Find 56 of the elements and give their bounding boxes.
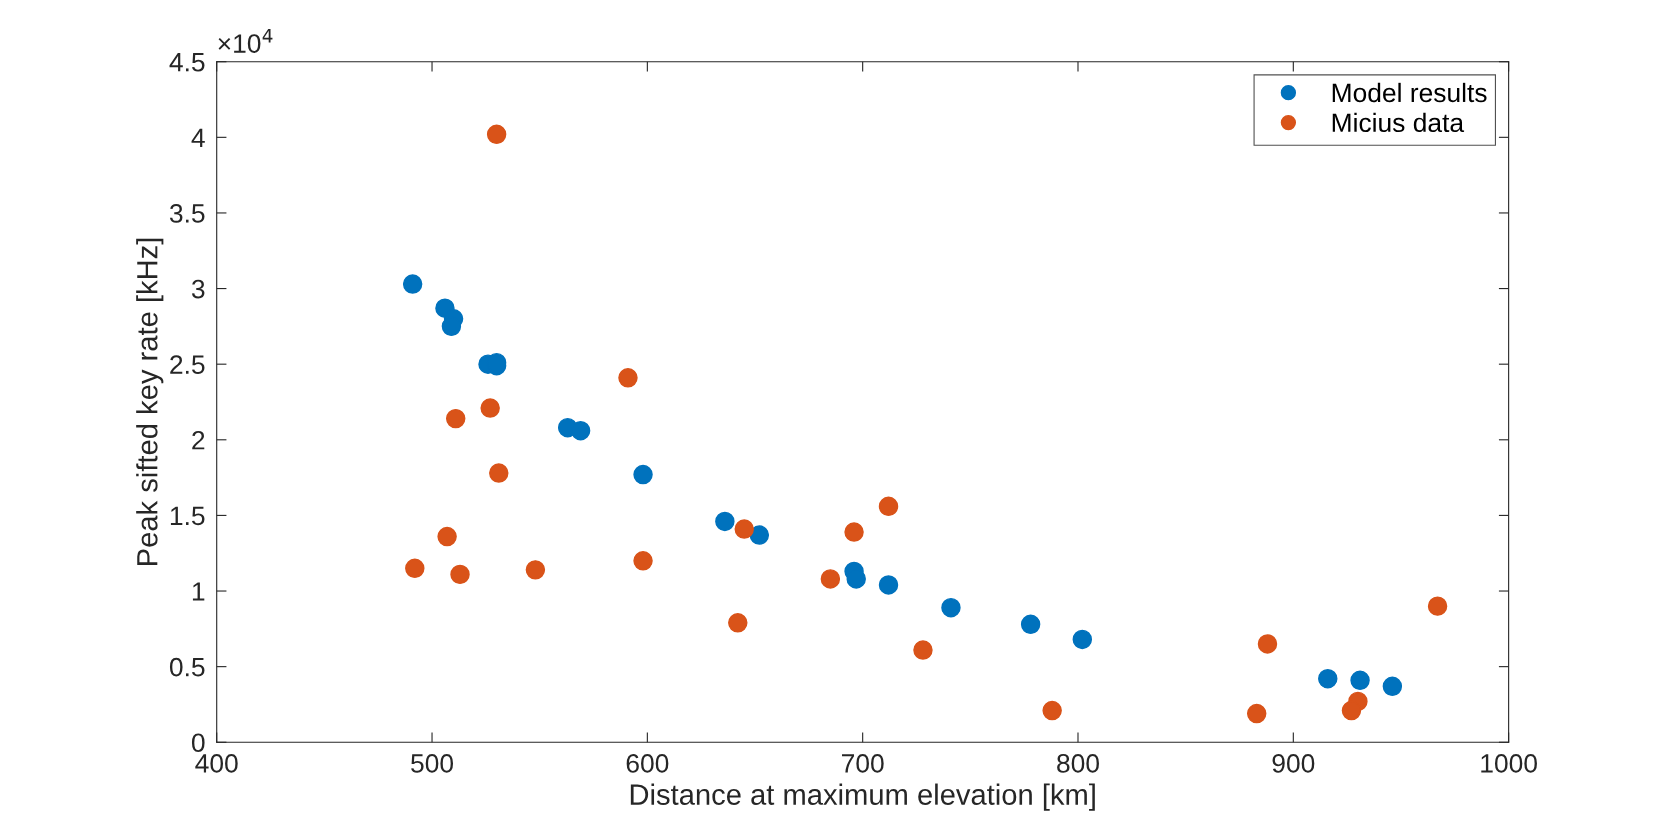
point	[402, 274, 423, 294]
point	[734, 519, 754, 539]
point	[846, 569, 866, 589]
point	[715, 511, 735, 532]
point	[913, 640, 933, 660]
point	[489, 463, 509, 483]
point	[437, 526, 457, 547]
point	[525, 560, 546, 580]
legend-label: Model results	[1332, 82, 1487, 103]
point	[844, 522, 864, 542]
point	[1020, 614, 1041, 635]
point	[1257, 634, 1278, 654]
point	[618, 368, 638, 388]
point	[486, 124, 507, 145]
point	[728, 613, 748, 633]
point	[480, 398, 500, 418]
point	[749, 525, 770, 545]
point	[1350, 670, 1370, 690]
point	[1042, 700, 1062, 721]
y-tick-label: 1.5	[170, 506, 205, 526]
point	[878, 575, 899, 595]
y-axis-title: Peak sifted key rate [kHz]	[136, 238, 164, 565]
point	[1341, 700, 1362, 721]
point	[633, 464, 653, 485]
point	[633, 551, 653, 571]
x-tick-label: 900	[1272, 754, 1315, 773]
point	[405, 558, 425, 579]
point	[450, 564, 470, 585]
point	[1246, 703, 1267, 724]
point	[1072, 629, 1093, 650]
x-tick-label: 700	[842, 754, 884, 773]
point	[1427, 596, 1448, 616]
point	[941, 597, 961, 618]
point	[570, 420, 591, 441]
y-tick-label: 4	[191, 128, 205, 147]
x-tick-label: 600	[626, 754, 669, 773]
x-tick-label: 800	[1057, 754, 1099, 773]
point	[1382, 676, 1403, 697]
x-tick-label: 400	[195, 754, 238, 773]
x-axis-title: Distance at maximum elevation [km]	[630, 783, 1095, 811]
y-tick-label: 0	[191, 733, 205, 753]
point	[1318, 669, 1338, 689]
y-tick-label: 3.5	[169, 204, 205, 223]
point	[445, 408, 466, 429]
y-tick-label: 3	[191, 279, 205, 299]
text: ×10$^{4}$	[218, 29, 273, 53]
y-tick-label: 2.5	[170, 355, 205, 374]
y-tick-label: 1	[192, 582, 205, 601]
point	[878, 496, 899, 517]
x-tick-label: 1000	[1481, 754, 1537, 773]
x-tick-label: 500	[411, 754, 454, 773]
y-tick-label: 0.5	[169, 657, 205, 677]
point	[820, 569, 841, 589]
y-tick-label: 4.5	[169, 53, 205, 72]
y-tick-label: 2	[192, 430, 205, 450]
legend-label: Micius data	[1332, 112, 1465, 133]
